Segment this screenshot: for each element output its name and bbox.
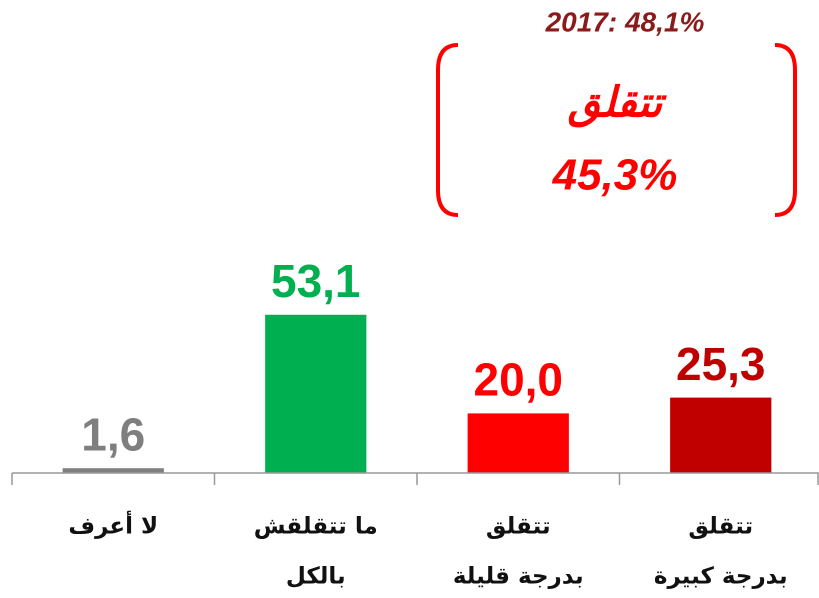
bracket-right [774, 43, 797, 217]
bracket-left [436, 43, 459, 217]
x-tick-label: ما تتقلقش [254, 514, 378, 540]
bar [467, 413, 569, 473]
annotation-group-value: 45,3% [552, 151, 678, 200]
value-label: 53,1 [271, 255, 361, 307]
annotation-previous: 2017: 48,1% [545, 6, 705, 37]
bar [62, 468, 164, 473]
x-tick-label: بالكل [286, 564, 346, 590]
x-tick-label: بدرجة قليلة [453, 564, 584, 590]
x-tick-label: بدرجة كبيرة [654, 564, 788, 590]
bar [265, 314, 367, 473]
value-label: 20,0 [473, 354, 563, 406]
value-label: 1,6 [81, 408, 145, 460]
bar [670, 397, 772, 473]
annotation-group-label: تتقلق [568, 78, 668, 128]
x-tick-label: تتقلق [688, 514, 753, 540]
value-label: 25,3 [676, 338, 766, 390]
x-tick-label: لا أعرف [68, 510, 158, 540]
x-tick-label: تتقلق [486, 514, 551, 540]
